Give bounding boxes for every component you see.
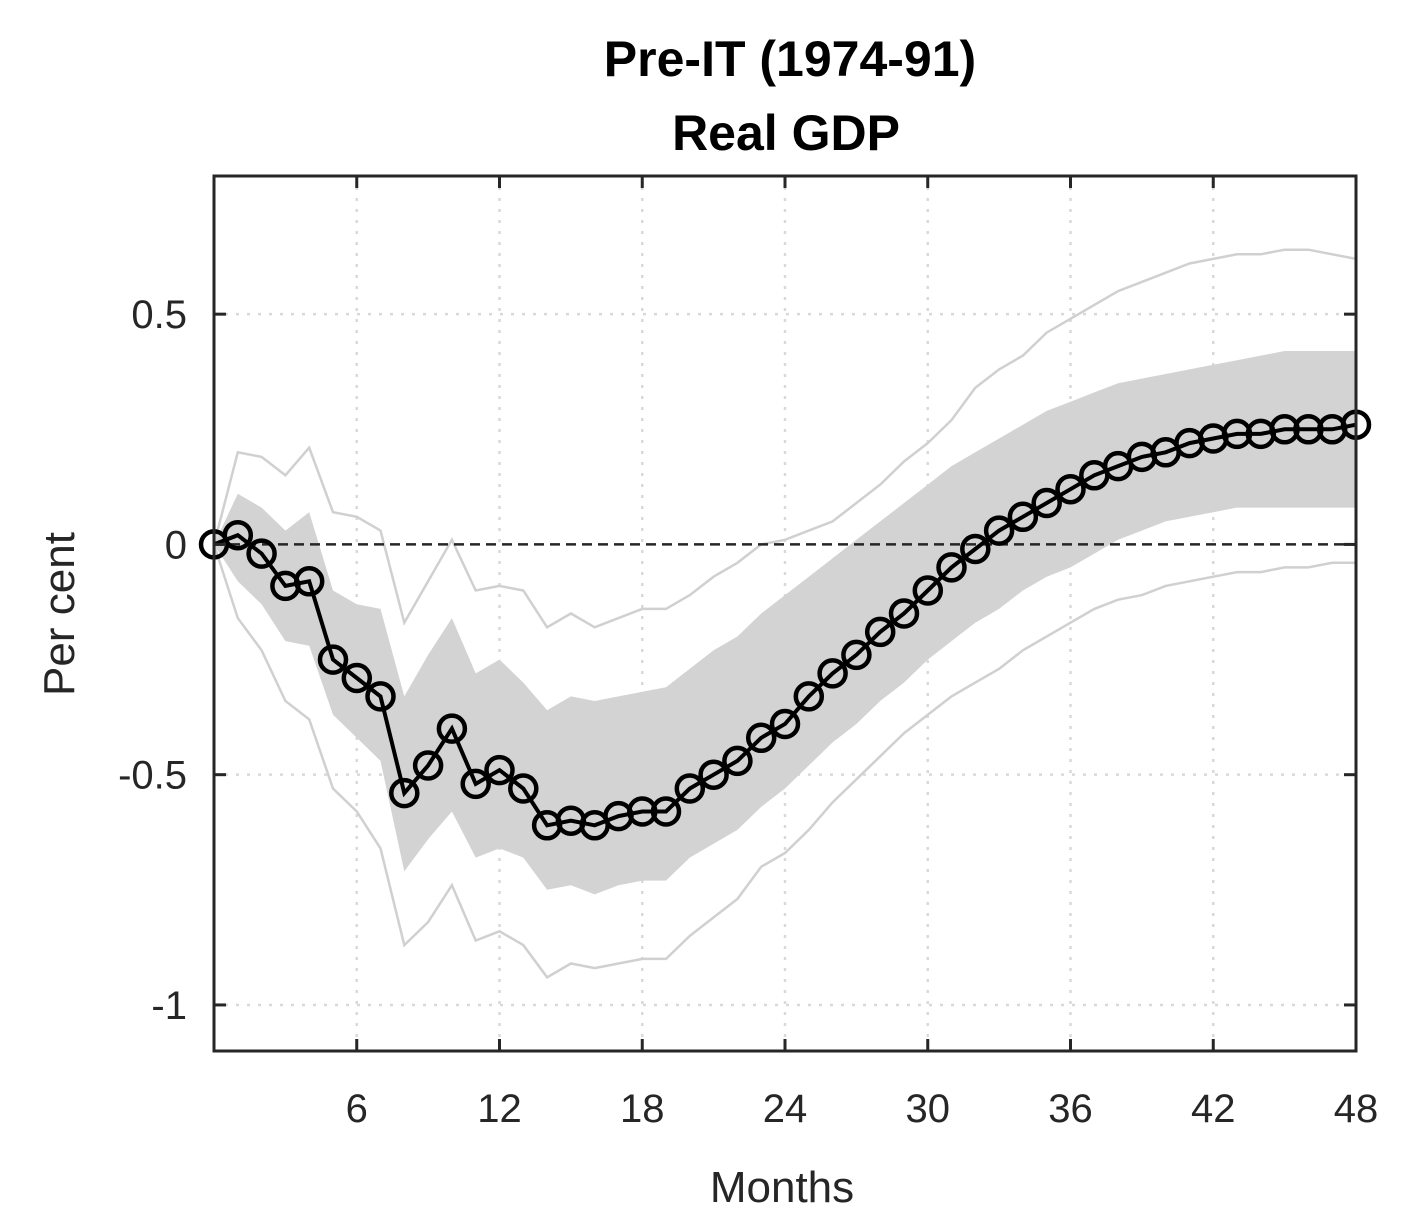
median-point bbox=[769, 708, 801, 740]
median-point bbox=[1055, 473, 1086, 505]
y-tick-label: 0.5 bbox=[131, 293, 187, 337]
y-tick-label: -0.5 bbox=[118, 754, 187, 798]
median-point bbox=[317, 644, 349, 675]
median-point bbox=[293, 566, 325, 597]
median-point bbox=[508, 773, 539, 804]
median-point bbox=[436, 713, 468, 744]
x-tick-label: 30 bbox=[906, 1087, 951, 1131]
x-tick-label: 12 bbox=[477, 1087, 522, 1131]
y-tick-label: -1 bbox=[151, 984, 187, 1028]
median-point bbox=[793, 681, 825, 712]
x-axis-label: Months bbox=[710, 1163, 854, 1212]
outer-bounds bbox=[212, 248, 1357, 979]
chart-title: Pre-IT (1974-91) bbox=[604, 31, 976, 87]
median-point bbox=[960, 533, 991, 565]
median-point bbox=[484, 754, 515, 786]
median-point bbox=[983, 515, 1015, 546]
median-point bbox=[650, 796, 682, 827]
outer-lower-line bbox=[212, 544, 1356, 979]
median-point bbox=[817, 658, 848, 689]
median-point bbox=[674, 773, 706, 804]
y-axis-label: Per cent bbox=[35, 532, 84, 696]
axis-ticks: 6 12 18 24 30 36 42 48 -1 -0.5 0 0.5 bbox=[118, 176, 1378, 1131]
median-point bbox=[341, 662, 373, 694]
median-point bbox=[222, 519, 254, 551]
median-point bbox=[698, 759, 729, 790]
median-point bbox=[841, 639, 872, 671]
x-tick-label: 36 bbox=[1048, 1087, 1093, 1131]
chart-subtitle: Real GDP bbox=[672, 105, 900, 161]
median-line bbox=[213, 422, 1357, 828]
median-point bbox=[389, 777, 420, 809]
grid bbox=[214, 176, 1356, 1051]
median-point bbox=[412, 750, 444, 781]
median-point bbox=[864, 616, 896, 648]
median-point bbox=[246, 538, 277, 569]
x-tick-label: 48 bbox=[1334, 1087, 1379, 1131]
median-point bbox=[627, 796, 658, 827]
median-point bbox=[1007, 501, 1039, 533]
x-tick-label: 24 bbox=[763, 1087, 808, 1131]
median-point bbox=[912, 575, 944, 606]
x-tick-label: 18 bbox=[620, 1087, 665, 1131]
outer-upper-line bbox=[212, 248, 1357, 629]
median-point bbox=[722, 745, 753, 777]
median-point bbox=[1031, 487, 1062, 519]
x-tick-label: 42 bbox=[1191, 1087, 1236, 1131]
median-point bbox=[936, 552, 967, 583]
y-tick-label: 0 bbox=[165, 523, 187, 567]
median-point bbox=[745, 722, 777, 754]
median-point bbox=[460, 768, 491, 800]
median-point bbox=[365, 681, 396, 712]
x-tick-label: 6 bbox=[346, 1087, 368, 1131]
median-point bbox=[888, 598, 920, 629]
